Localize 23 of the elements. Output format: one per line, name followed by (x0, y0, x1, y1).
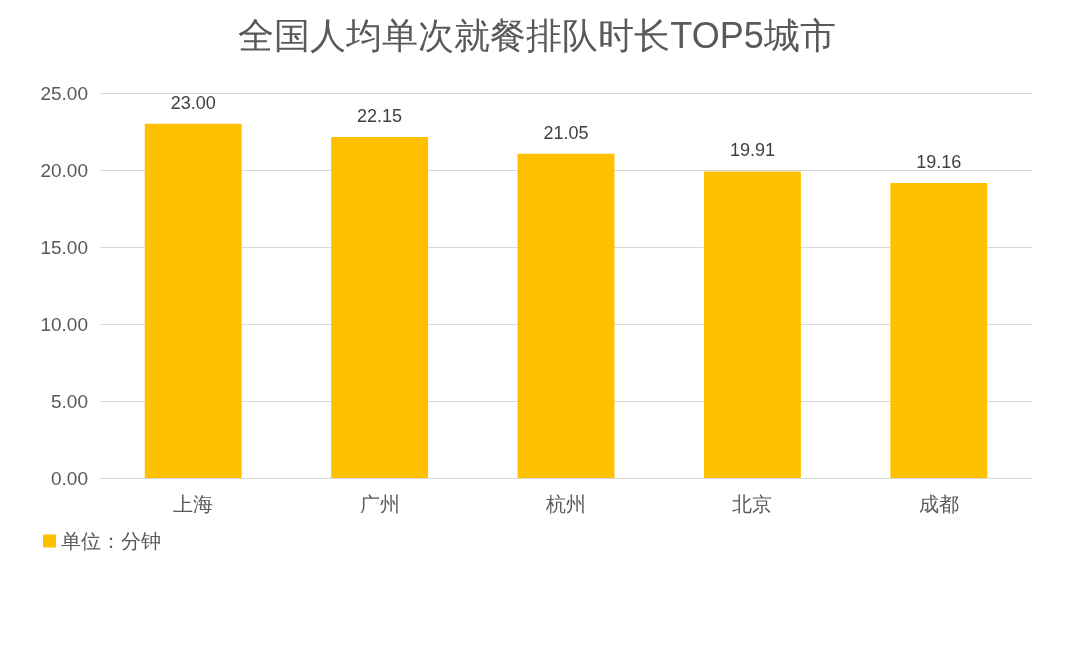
x-tick-label: 广州 (359, 493, 400, 515)
y-tick-label: 15.00 (40, 236, 88, 258)
y-tick-label: 25.00 (40, 82, 88, 104)
data-label: 23.00 (170, 92, 216, 113)
y-tick-label: 5.00 (51, 390, 88, 412)
bar (331, 136, 429, 478)
data-label: 21.05 (543, 122, 589, 143)
data-label: 19.16 (916, 151, 962, 172)
bar (144, 123, 242, 478)
x-tick-label: 成都 (918, 493, 959, 515)
data-label: 22.15 (357, 105, 403, 126)
x-tick-label: 杭州 (545, 493, 586, 515)
data-label: 19.91 (729, 140, 775, 161)
bar (517, 153, 615, 478)
y-tick-label: 10.00 (40, 313, 88, 335)
y-tick-label: 0.00 (51, 467, 88, 489)
legend-label: 单位：分钟 (61, 530, 161, 552)
bar (703, 171, 801, 478)
chart-title: 全国人均单次就餐排队时长TOP5城市 (238, 14, 836, 56)
x-tick-label: 北京 (732, 493, 773, 515)
y-tick-label: 20.00 (40, 159, 88, 181)
bar (890, 182, 988, 478)
x-tick-label: 上海 (173, 493, 214, 515)
